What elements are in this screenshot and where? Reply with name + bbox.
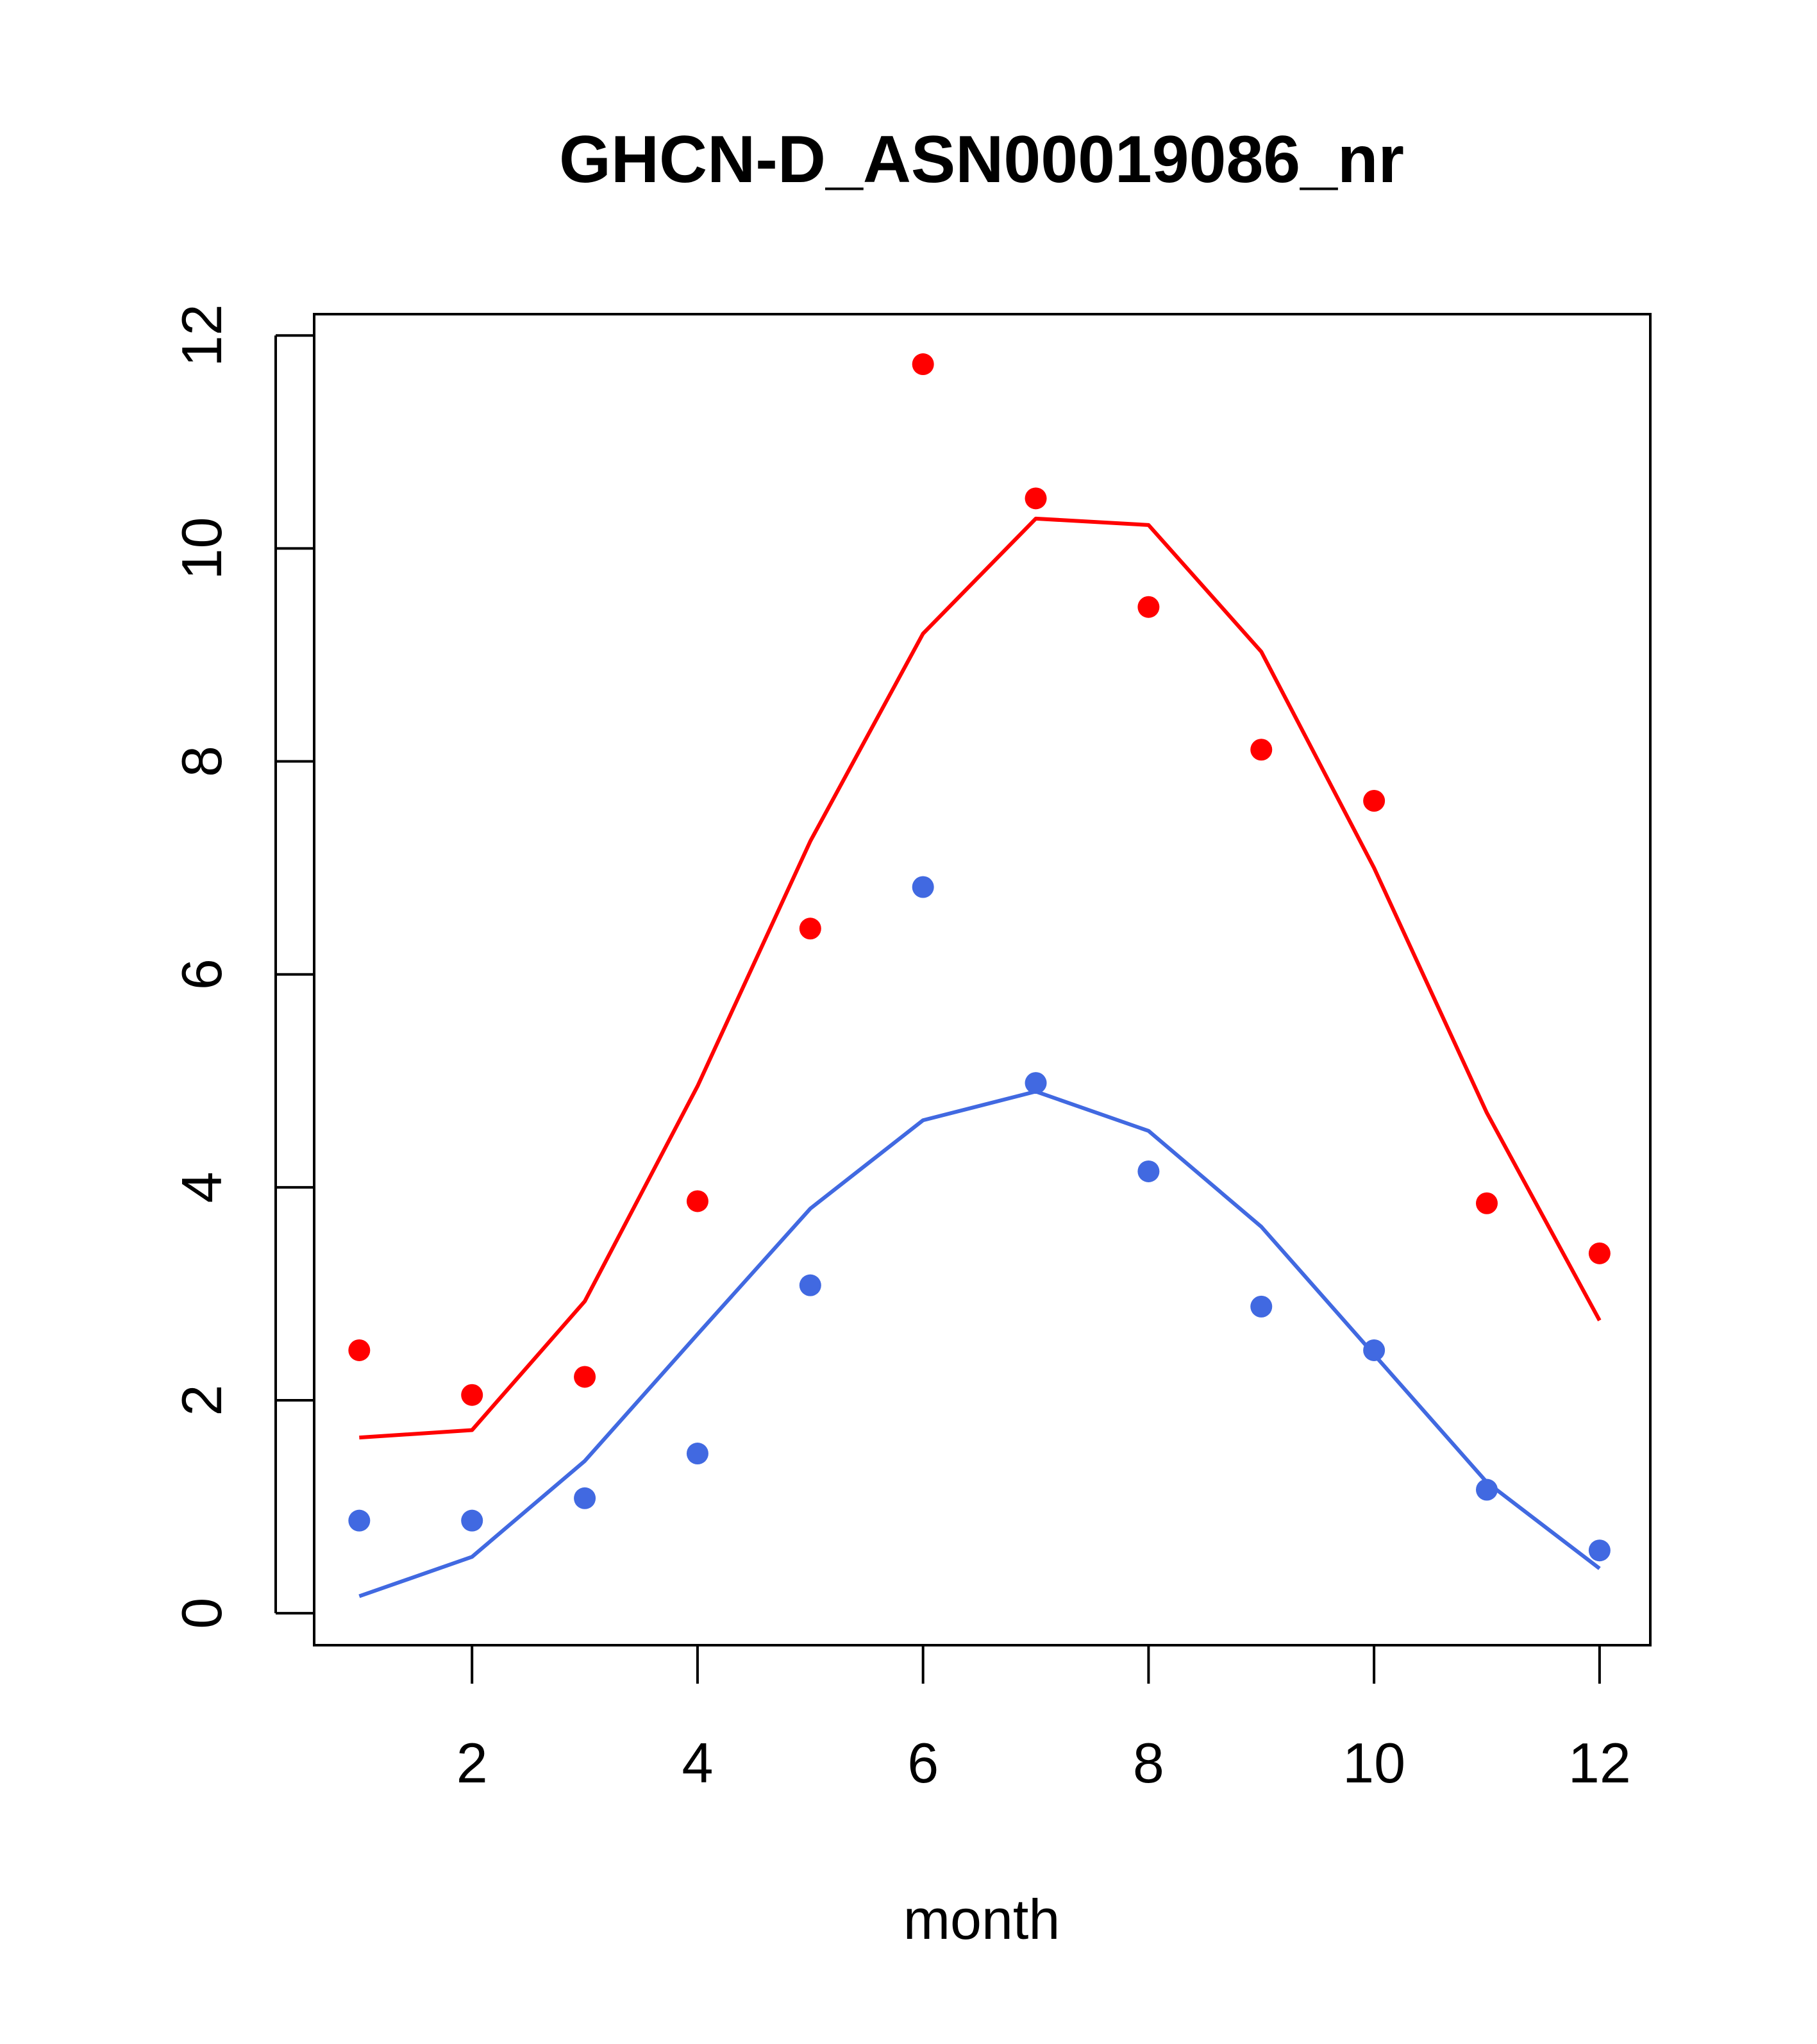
series-2-point bbox=[348, 1509, 371, 1532]
series-2-point bbox=[912, 876, 934, 898]
series-2-point bbox=[1025, 1072, 1047, 1094]
series-2-point bbox=[1250, 1295, 1273, 1318]
y-tick-label: 8 bbox=[170, 746, 233, 777]
series-1-point bbox=[1475, 1192, 1498, 1214]
x-tick-label: 10 bbox=[1343, 1731, 1405, 1795]
y-tick-label: 6 bbox=[170, 959, 233, 990]
x-tick-label: 2 bbox=[456, 1731, 488, 1795]
series-2-point bbox=[1363, 1339, 1386, 1361]
series-1-point bbox=[912, 353, 934, 376]
series-1-point bbox=[348, 1339, 371, 1361]
y-tick-label: 2 bbox=[170, 1385, 233, 1416]
series-1-point bbox=[1137, 596, 1160, 618]
series-2-point bbox=[1475, 1479, 1498, 1501]
series-2-point bbox=[574, 1487, 596, 1509]
x-tick-label: 8 bbox=[1133, 1731, 1164, 1795]
series-1-point bbox=[461, 1384, 483, 1406]
chart-title: GHCN-D_ASN00019086_nr bbox=[559, 122, 1404, 197]
series-2-point bbox=[1588, 1539, 1611, 1562]
x-tick-label: 12 bbox=[1568, 1731, 1631, 1795]
series-2-point bbox=[1137, 1160, 1160, 1182]
series-1-point bbox=[1588, 1242, 1611, 1264]
series-1-point bbox=[1025, 487, 1047, 510]
series-1-point bbox=[799, 917, 821, 940]
series-2-point bbox=[799, 1274, 821, 1296]
y-tick-label: 12 bbox=[170, 304, 233, 367]
series-1-line bbox=[359, 516, 1602, 1440]
series-1-point bbox=[1250, 739, 1273, 761]
series-1-point bbox=[574, 1366, 596, 1388]
x-axis-label: month bbox=[903, 1888, 1060, 1951]
series-1-point bbox=[686, 1190, 708, 1212]
series-2-point bbox=[461, 1509, 483, 1532]
y-axis: 0 2 4 6 8 10 12 bbox=[170, 304, 314, 1629]
series-2-line bbox=[358, 1089, 1601, 1598]
series-1-point bbox=[1363, 789, 1386, 812]
x-axis: 2 4 6 8 10 12 bbox=[456, 1644, 1631, 1795]
y-tick-label: 10 bbox=[170, 517, 233, 580]
series-layer bbox=[348, 353, 1611, 1598]
plot-frame bbox=[313, 313, 1652, 1646]
x-tick-label: 4 bbox=[682, 1731, 713, 1795]
x-tick-label: 6 bbox=[907, 1731, 939, 1795]
y-tick-label: 4 bbox=[170, 1171, 233, 1203]
y-tick-label: 0 bbox=[170, 1598, 233, 1629]
series-2-point bbox=[686, 1443, 708, 1465]
